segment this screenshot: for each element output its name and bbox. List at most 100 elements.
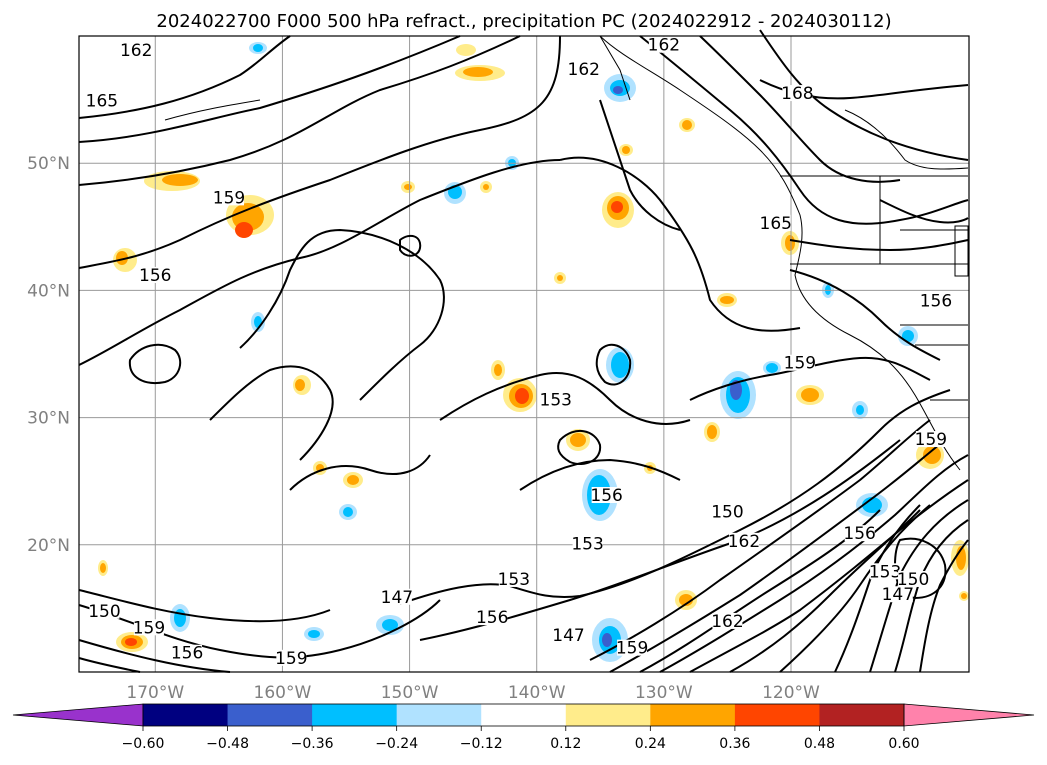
contour-label: 162: [711, 612, 743, 632]
coastline-borders: [164, 35, 969, 471]
precip-patch: [116, 251, 128, 265]
precip-patch: [856, 405, 864, 415]
colorbar-extend-low: [12, 703, 144, 727]
contour-line: [209, 365, 334, 461]
contour-label: 159: [915, 430, 947, 450]
chart-title: 2024022700 F000 500 hPa refract., precip…: [156, 11, 891, 32]
contour-label-bg: [477, 609, 508, 626]
x-tick-label: 120°W: [762, 683, 820, 703]
contour-label-bg: [712, 612, 743, 629]
colorbar-tick-label: −0.24: [375, 736, 418, 752]
contour-line: [78, 159, 561, 366]
x-tick-label: 160°W: [254, 683, 312, 703]
precip-patch: [483, 184, 489, 190]
precip-patch: [602, 633, 612, 647]
y-tick-label: 20°N: [27, 536, 70, 556]
contour-label-bg: [591, 487, 622, 504]
contour-line: [78, 35, 291, 119]
contour-line: [78, 35, 561, 269]
contour-label: 153: [498, 570, 530, 590]
precip-patch: [766, 363, 778, 373]
colorbar-segment: [143, 704, 229, 726]
contour-label-bg: [172, 644, 203, 661]
contour-line: [589, 419, 931, 661]
y-tick-label: 30°N: [27, 409, 70, 429]
colorbar-tick-label: −0.36: [291, 736, 334, 752]
contour-label-bg: [381, 588, 412, 605]
contour-line: [789, 269, 941, 361]
precip-patch: [347, 475, 359, 485]
contour-label-bg: [915, 431, 946, 448]
map-background: [79, 36, 969, 672]
contour-line: [289, 454, 431, 491]
contour-line: [789, 239, 969, 251]
colorbar-tick-label: 0.12: [550, 736, 581, 752]
map-plot-area: 162 165 159 156 150 159 156 159 147 153 156 153 156 1…: [78, 29, 970, 673]
contour-label: 156: [476, 608, 508, 628]
contour-line: [519, 459, 681, 491]
contour-label: 156: [171, 644, 203, 664]
contour-label: 162: [728, 532, 760, 552]
y-tick-label: 50°N: [27, 154, 70, 174]
contour-label-bg: [844, 525, 875, 542]
contour-label-bg: [920, 292, 951, 309]
colorbar-frame: [142, 703, 905, 727]
precip-patch: [730, 380, 742, 400]
contour-line: [595, 343, 632, 386]
precip-patch: [611, 352, 629, 378]
colorbar-tick-label: −0.12: [460, 736, 503, 752]
contour-line: [779, 504, 931, 673]
contour-label-bg: [728, 532, 759, 549]
contour-label: 156: [139, 266, 171, 286]
precip-patch: [515, 388, 529, 404]
precip-patch: [253, 44, 263, 52]
contour-label: 159: [133, 618, 165, 638]
contour-label: 159: [616, 639, 648, 659]
colorbar-segment: [481, 704, 567, 726]
coastline: [954, 225, 969, 277]
longitude-tick-labels: 170°W 160°W 150°W 140°W 130°W 120°W: [126, 683, 820, 703]
contour-line: [239, 229, 445, 401]
contour-label: 159: [213, 188, 245, 208]
precip-patch: [679, 594, 693, 606]
colorbar-tick-label: −0.48: [206, 736, 249, 752]
precip-patch: [100, 563, 106, 573]
contour-label: 159: [784, 354, 816, 374]
colorbar-tick-label: 0.48: [804, 736, 835, 752]
contour-label: 147: [882, 585, 914, 605]
colorbar-tick-label: −0.60: [122, 736, 165, 752]
contour-line: [78, 35, 461, 143]
contour-line: [879, 199, 969, 224]
contour-line: [128, 343, 182, 384]
colorbar-tick-label: 0.36: [719, 736, 750, 752]
latitude-tick-labels: 50°N 40°N 30°N 20°N: [27, 154, 70, 556]
contour-label: 165: [86, 92, 118, 112]
precip-patch: [463, 67, 493, 77]
y-tick-label: 40°N: [27, 281, 70, 301]
contour-line: [659, 454, 969, 673]
x-tick-label: 140°W: [508, 683, 566, 703]
contour-label-bg: [760, 214, 791, 231]
precip-patch: [902, 330, 914, 342]
contour-label: 150: [711, 503, 743, 523]
contour-label-bg: [882, 586, 913, 603]
colorbar-segment: [565, 704, 651, 726]
precip-patch: [707, 425, 717, 439]
contour-line: [834, 504, 921, 673]
contour-label-bg: [870, 563, 901, 580]
precip-patch: [720, 296, 734, 304]
precip-patch: [343, 507, 353, 517]
contour-line: [78, 657, 141, 673]
precip-patch: [611, 201, 623, 213]
contour-label-bg: [782, 85, 813, 102]
coastline: [599, 35, 631, 101]
precip-patch: [235, 222, 253, 238]
contour-label-bg: [898, 570, 929, 587]
contour-line: [699, 35, 901, 183]
precip-patch: [404, 184, 412, 190]
map-frame: [78, 35, 970, 673]
contour-line: [439, 371, 691, 425]
precip-patch: [494, 364, 502, 376]
precip-patch: [557, 275, 563, 281]
contour-line: [609, 439, 946, 673]
